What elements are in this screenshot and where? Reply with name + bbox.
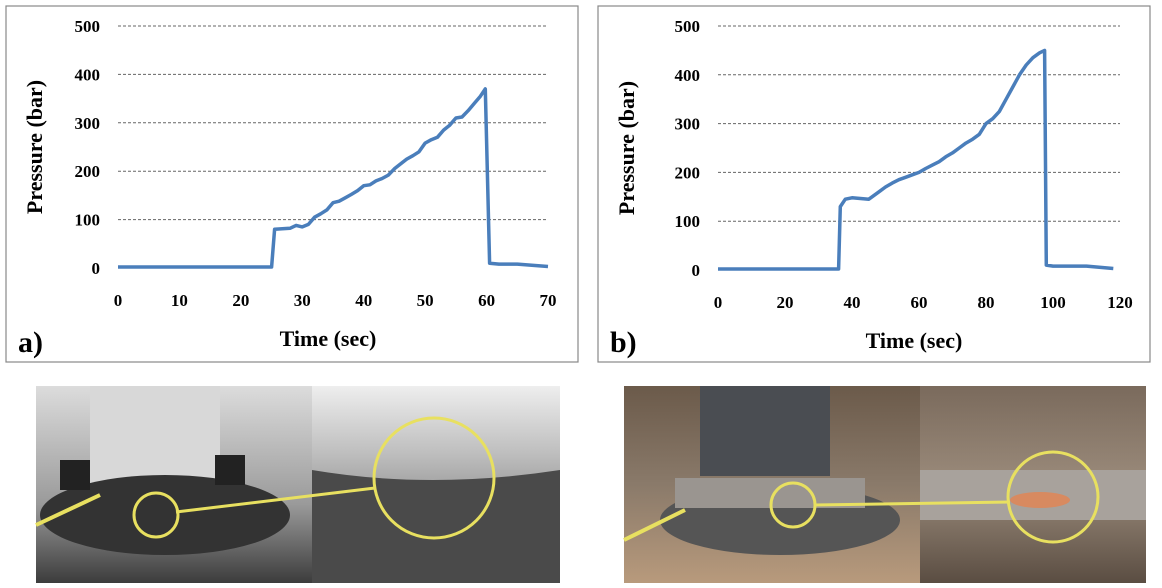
- y-tick-label: 300: [675, 115, 701, 134]
- x-tick-label: 30: [294, 291, 311, 310]
- x-tick-label: 60: [478, 291, 495, 310]
- y-tick-label: 400: [675, 66, 701, 85]
- x-tick-label: 120: [1107, 293, 1133, 312]
- photo-b: [623, 386, 1146, 583]
- y-tick-label: 0: [92, 259, 101, 278]
- y-tick-label: 0: [692, 261, 701, 280]
- chart-frame: [5, 5, 579, 363]
- data-line: [118, 87, 549, 269]
- data-line: [718, 48, 1114, 271]
- y-tick-label: 500: [75, 17, 101, 36]
- panel-label: b): [610, 326, 637, 359]
- y-axis-title: Pressure (bar): [22, 80, 47, 214]
- x-axis-title: Time (sec): [280, 326, 377, 351]
- x-tick-label: 0: [714, 293, 723, 312]
- y-tick-label: 400: [75, 65, 101, 84]
- y-tick-label: 500: [675, 17, 701, 36]
- x-tick-label: 20: [232, 291, 249, 310]
- x-tick-label: 0: [114, 291, 123, 310]
- x-tick-label: 10: [171, 291, 188, 310]
- x-tick-label: 50: [417, 291, 434, 310]
- x-tick-label: 20: [777, 293, 794, 312]
- x-tick-label: 80: [978, 293, 995, 312]
- x-axis-title: Time (sec): [866, 328, 963, 353]
- photo-a: [35, 386, 560, 583]
- x-tick-label: 100: [1040, 293, 1066, 312]
- x-tick-label: 70: [540, 291, 557, 310]
- y-tick-label: 200: [75, 162, 101, 181]
- y-tick-label: 100: [675, 212, 701, 231]
- y-tick-label: 100: [75, 211, 101, 230]
- panel-label: a): [18, 326, 43, 359]
- y-tick-label: 300: [75, 114, 101, 133]
- y-axis-title: Pressure (bar): [614, 81, 639, 215]
- y-tick-label: 200: [675, 163, 701, 182]
- x-tick-label: 40: [355, 291, 372, 310]
- x-tick-label: 40: [844, 293, 861, 312]
- chart-frame: [597, 5, 1151, 363]
- x-tick-label: 60: [911, 293, 928, 312]
